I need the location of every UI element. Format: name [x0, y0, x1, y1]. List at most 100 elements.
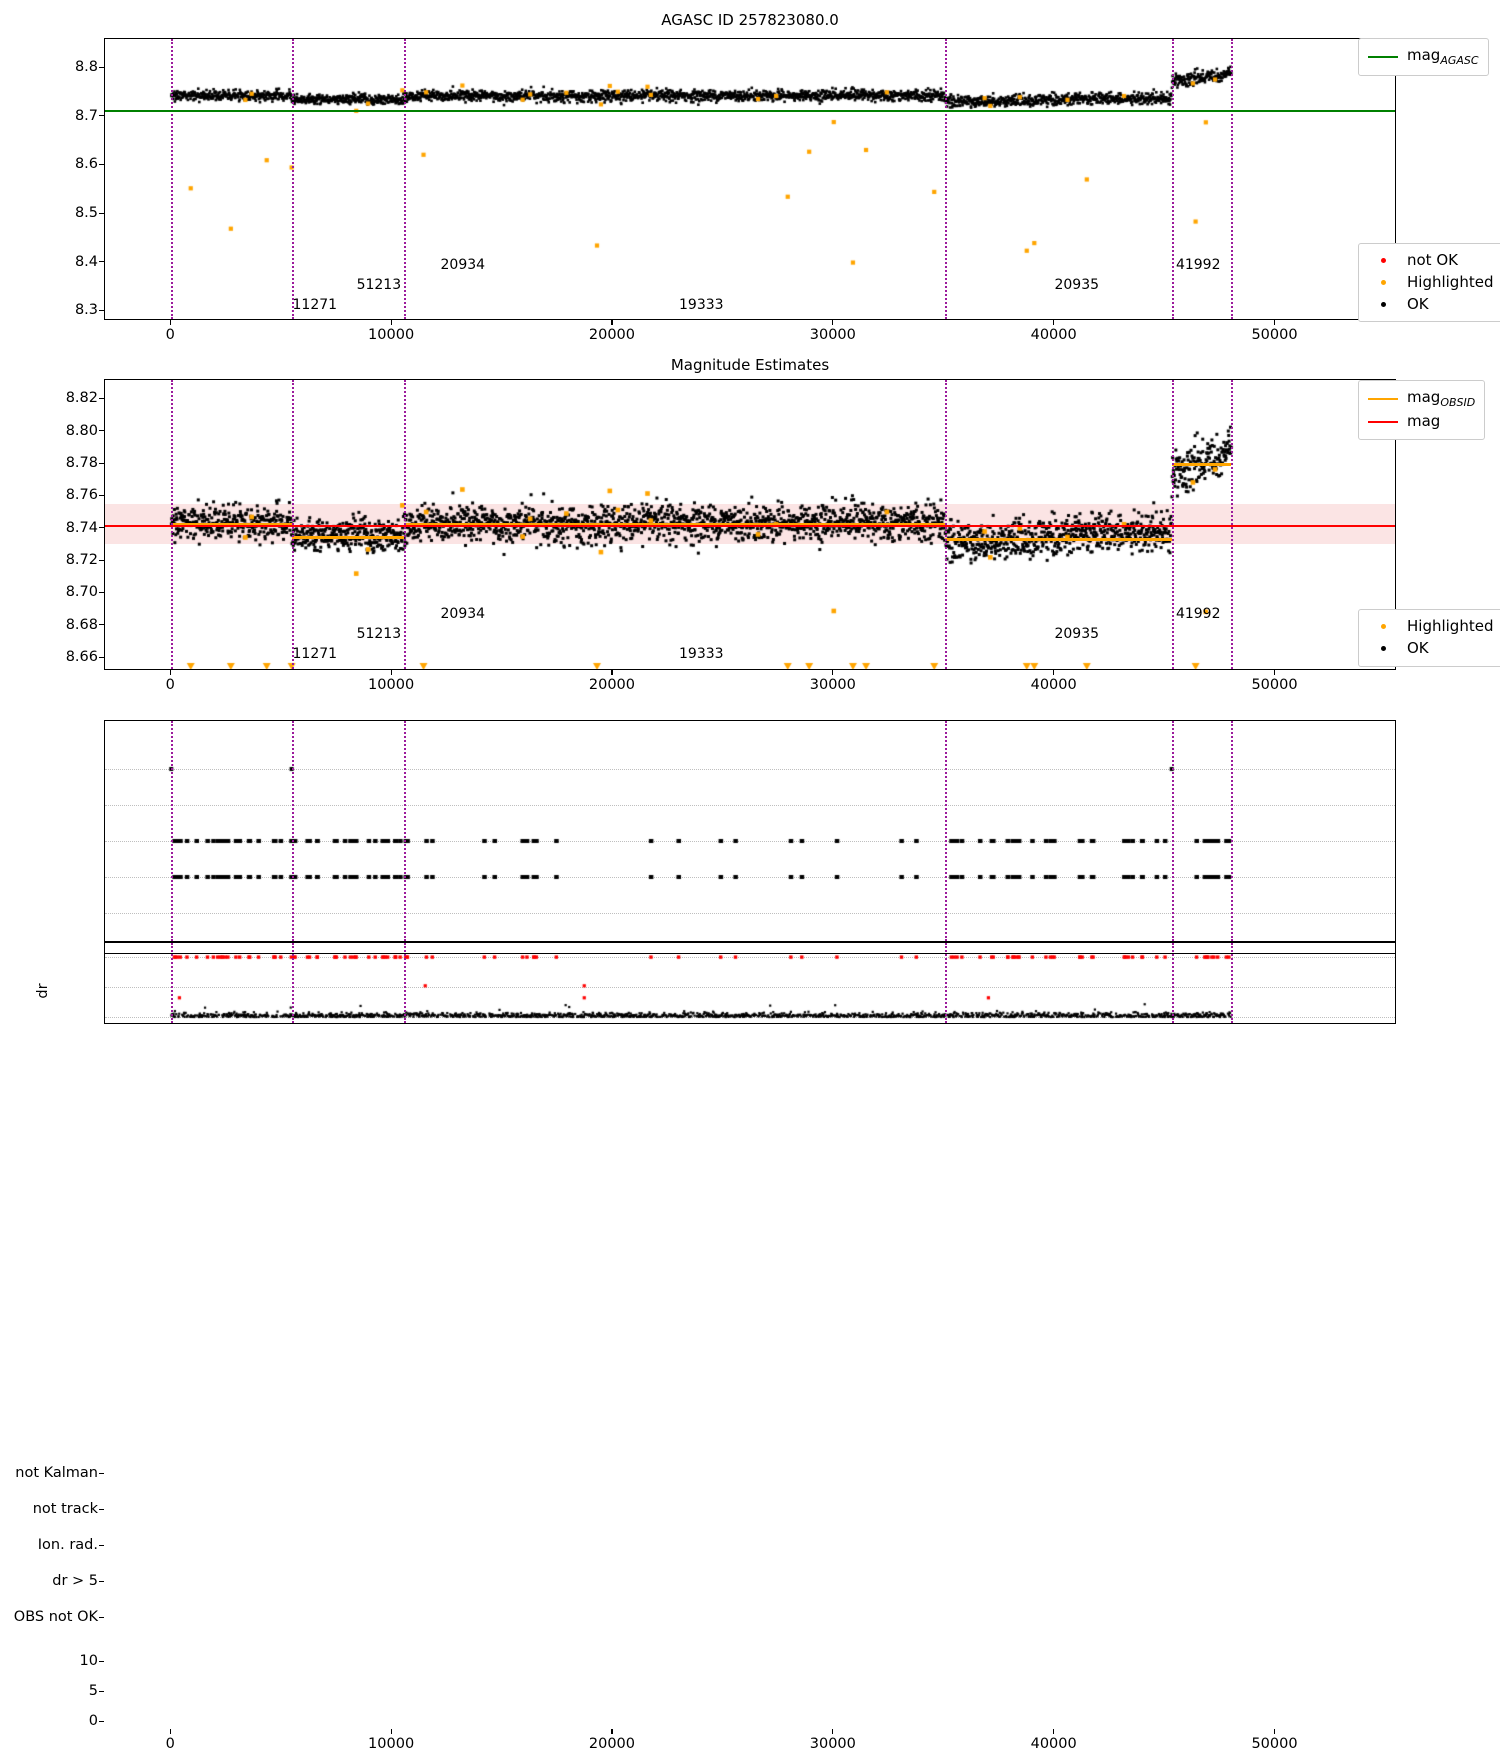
obsid-divider-line [945, 943, 948, 1023]
x-tick-label: 30000 [809, 677, 856, 693]
y-tick-label: 8.78 [65, 455, 98, 472]
x-tick-mark [169, 670, 171, 675]
y-tick-mark [99, 1544, 104, 1546]
x-tick-label: 10000 [368, 677, 415, 693]
legend-dot [1380, 280, 1386, 286]
y-tick-mark [99, 115, 104, 117]
obsid-divider-line [1171, 943, 1174, 1023]
panel1-title: AGASC ID 257823080.0 [661, 11, 839, 29]
obsid-label: 51213 [356, 277, 402, 293]
x-tick-mark [1053, 320, 1055, 325]
x-tick-label: 30000 [809, 327, 856, 343]
legend-label-subscript: OBSID [1440, 396, 1476, 409]
obsid-divider-line [404, 380, 407, 669]
x-tick-label: 10000 [368, 327, 415, 343]
obsid-divider-line [171, 943, 174, 1023]
y-tick-mark [99, 559, 104, 561]
legend-dot-swatch [1368, 624, 1398, 630]
x-tick-mark [390, 670, 392, 675]
obsid-label: 41992 [1175, 606, 1221, 622]
obsid-divider-line [1231, 380, 1234, 669]
mag-lines-legend[interactable]: magOBSID mag [1358, 380, 1486, 440]
legend-label: magAGASC [1407, 46, 1479, 67]
flag-row-label: Ion. rad. [37, 1537, 98, 1553]
legend-line-swatch [1368, 420, 1398, 423]
panel-agasc-magnitude: AGASC ID 257823080.0 11271 51213 20934 1933… [0, 0, 1500, 355]
obsid-divider-line [404, 39, 407, 319]
x-tick-label: 10000 [368, 1736, 415, 1752]
y-tick-mark [99, 261, 104, 263]
obsid-label: 19333 [679, 297, 724, 313]
y-tick-mark [99, 397, 104, 399]
obsid-divider-line [404, 943, 407, 1023]
obsid-label: 11271 [292, 297, 338, 313]
flag-row-label: not track [32, 1501, 98, 1517]
y-tick-label: 8.72 [65, 552, 98, 569]
obsid-label: 11271 [292, 646, 338, 662]
y-tick-label: 8.7 [74, 107, 98, 124]
y-tick-mark [99, 527, 104, 529]
y-tick-mark [99, 212, 104, 214]
legend-label: not OK [1407, 251, 1458, 269]
x-tick-mark [832, 1729, 834, 1734]
obsid-divider-line [291, 380, 294, 669]
x-tick-mark [169, 320, 171, 325]
x-tick-label: 30000 [809, 1736, 856, 1752]
obsid-divider-line [945, 721, 948, 941]
x-tick-mark [1274, 670, 1276, 675]
y-tick-mark [99, 1508, 104, 1510]
y-tick-mark [99, 66, 104, 68]
panel-flags: not Kalman not track Ion. rad. dr > 5 OBS no… [0, 705, 1500, 1752]
obsid-divider-line [1171, 721, 1174, 941]
dr-tick-label: 10 [79, 1653, 98, 1669]
point-class-legend[interactable]: not OK Highlighted OK [1358, 243, 1500, 323]
legend-dot [1380, 258, 1386, 264]
dr-tick-label: 5 [88, 1683, 98, 1699]
obsid-divider-line [1171, 380, 1174, 669]
obsid-divider-line [404, 721, 407, 941]
legend-dot [1380, 301, 1386, 307]
legend-label-subscript: AGASC [1440, 54, 1479, 67]
mag-obsid-segment [945, 537, 1172, 541]
mag-obsid-segment [1171, 463, 1232, 467]
y-tick-label: 8.6 [74, 156, 98, 173]
y-tick-label: 8.5 [74, 205, 98, 222]
obsid-label: 20934 [440, 257, 486, 273]
x-tick-mark [832, 320, 834, 325]
flag-row-label: OBS not OK [13, 1609, 98, 1625]
obsid-label: 20935 [1054, 277, 1100, 293]
panel-magnitude-estimates: Magnitude Estimates 11271 51213 20934 19333… [0, 350, 1500, 705]
legend-dot [1380, 624, 1386, 630]
x-tick-label: 50000 [1251, 327, 1298, 343]
legend-line-swatch [1368, 397, 1398, 400]
y-tick-mark [99, 163, 104, 165]
legend-line-swatch [1368, 55, 1398, 58]
obsid-divider-line [1231, 943, 1234, 1023]
obsid-label: 20935 [1054, 626, 1100, 642]
y-tick-label: 8.70 [65, 584, 98, 601]
panel1-axes: 11271 51213 20934 19333 20935 41992 [104, 38, 1396, 320]
obsid-label: 41992 [1175, 257, 1221, 273]
mag-agasc-legend[interactable]: magAGASC [1358, 38, 1489, 76]
y-tick-mark [99, 1660, 104, 1662]
mag-obsid-segment [291, 536, 405, 540]
point-class-legend-2[interactable]: Highlighted OK [1358, 609, 1500, 667]
obsid-divider-line [1231, 39, 1234, 319]
legend-label: OK [1407, 294, 1429, 313]
obsid-label: 19333 [679, 646, 724, 662]
legend-label: Highlighted [1407, 617, 1494, 635]
obsid-divider-line [291, 39, 294, 319]
x-tick-mark [390, 1729, 392, 1734]
x-tick-mark [611, 1729, 613, 1734]
dr-axis-label: dr [35, 983, 51, 999]
y-tick-mark [99, 462, 104, 464]
y-tick-label: 8.68 [65, 616, 98, 633]
y-tick-mark [99, 1720, 104, 1722]
obsid-divider-line [945, 39, 948, 319]
panel2-axes: 11271 51213 20934 19333 20935 41992 [104, 379, 1396, 670]
legend-label: mag [1407, 411, 1441, 430]
mag-obsid-segment [404, 523, 946, 527]
y-tick-mark [99, 1616, 104, 1618]
x-tick-label: 20000 [588, 1736, 636, 1752]
